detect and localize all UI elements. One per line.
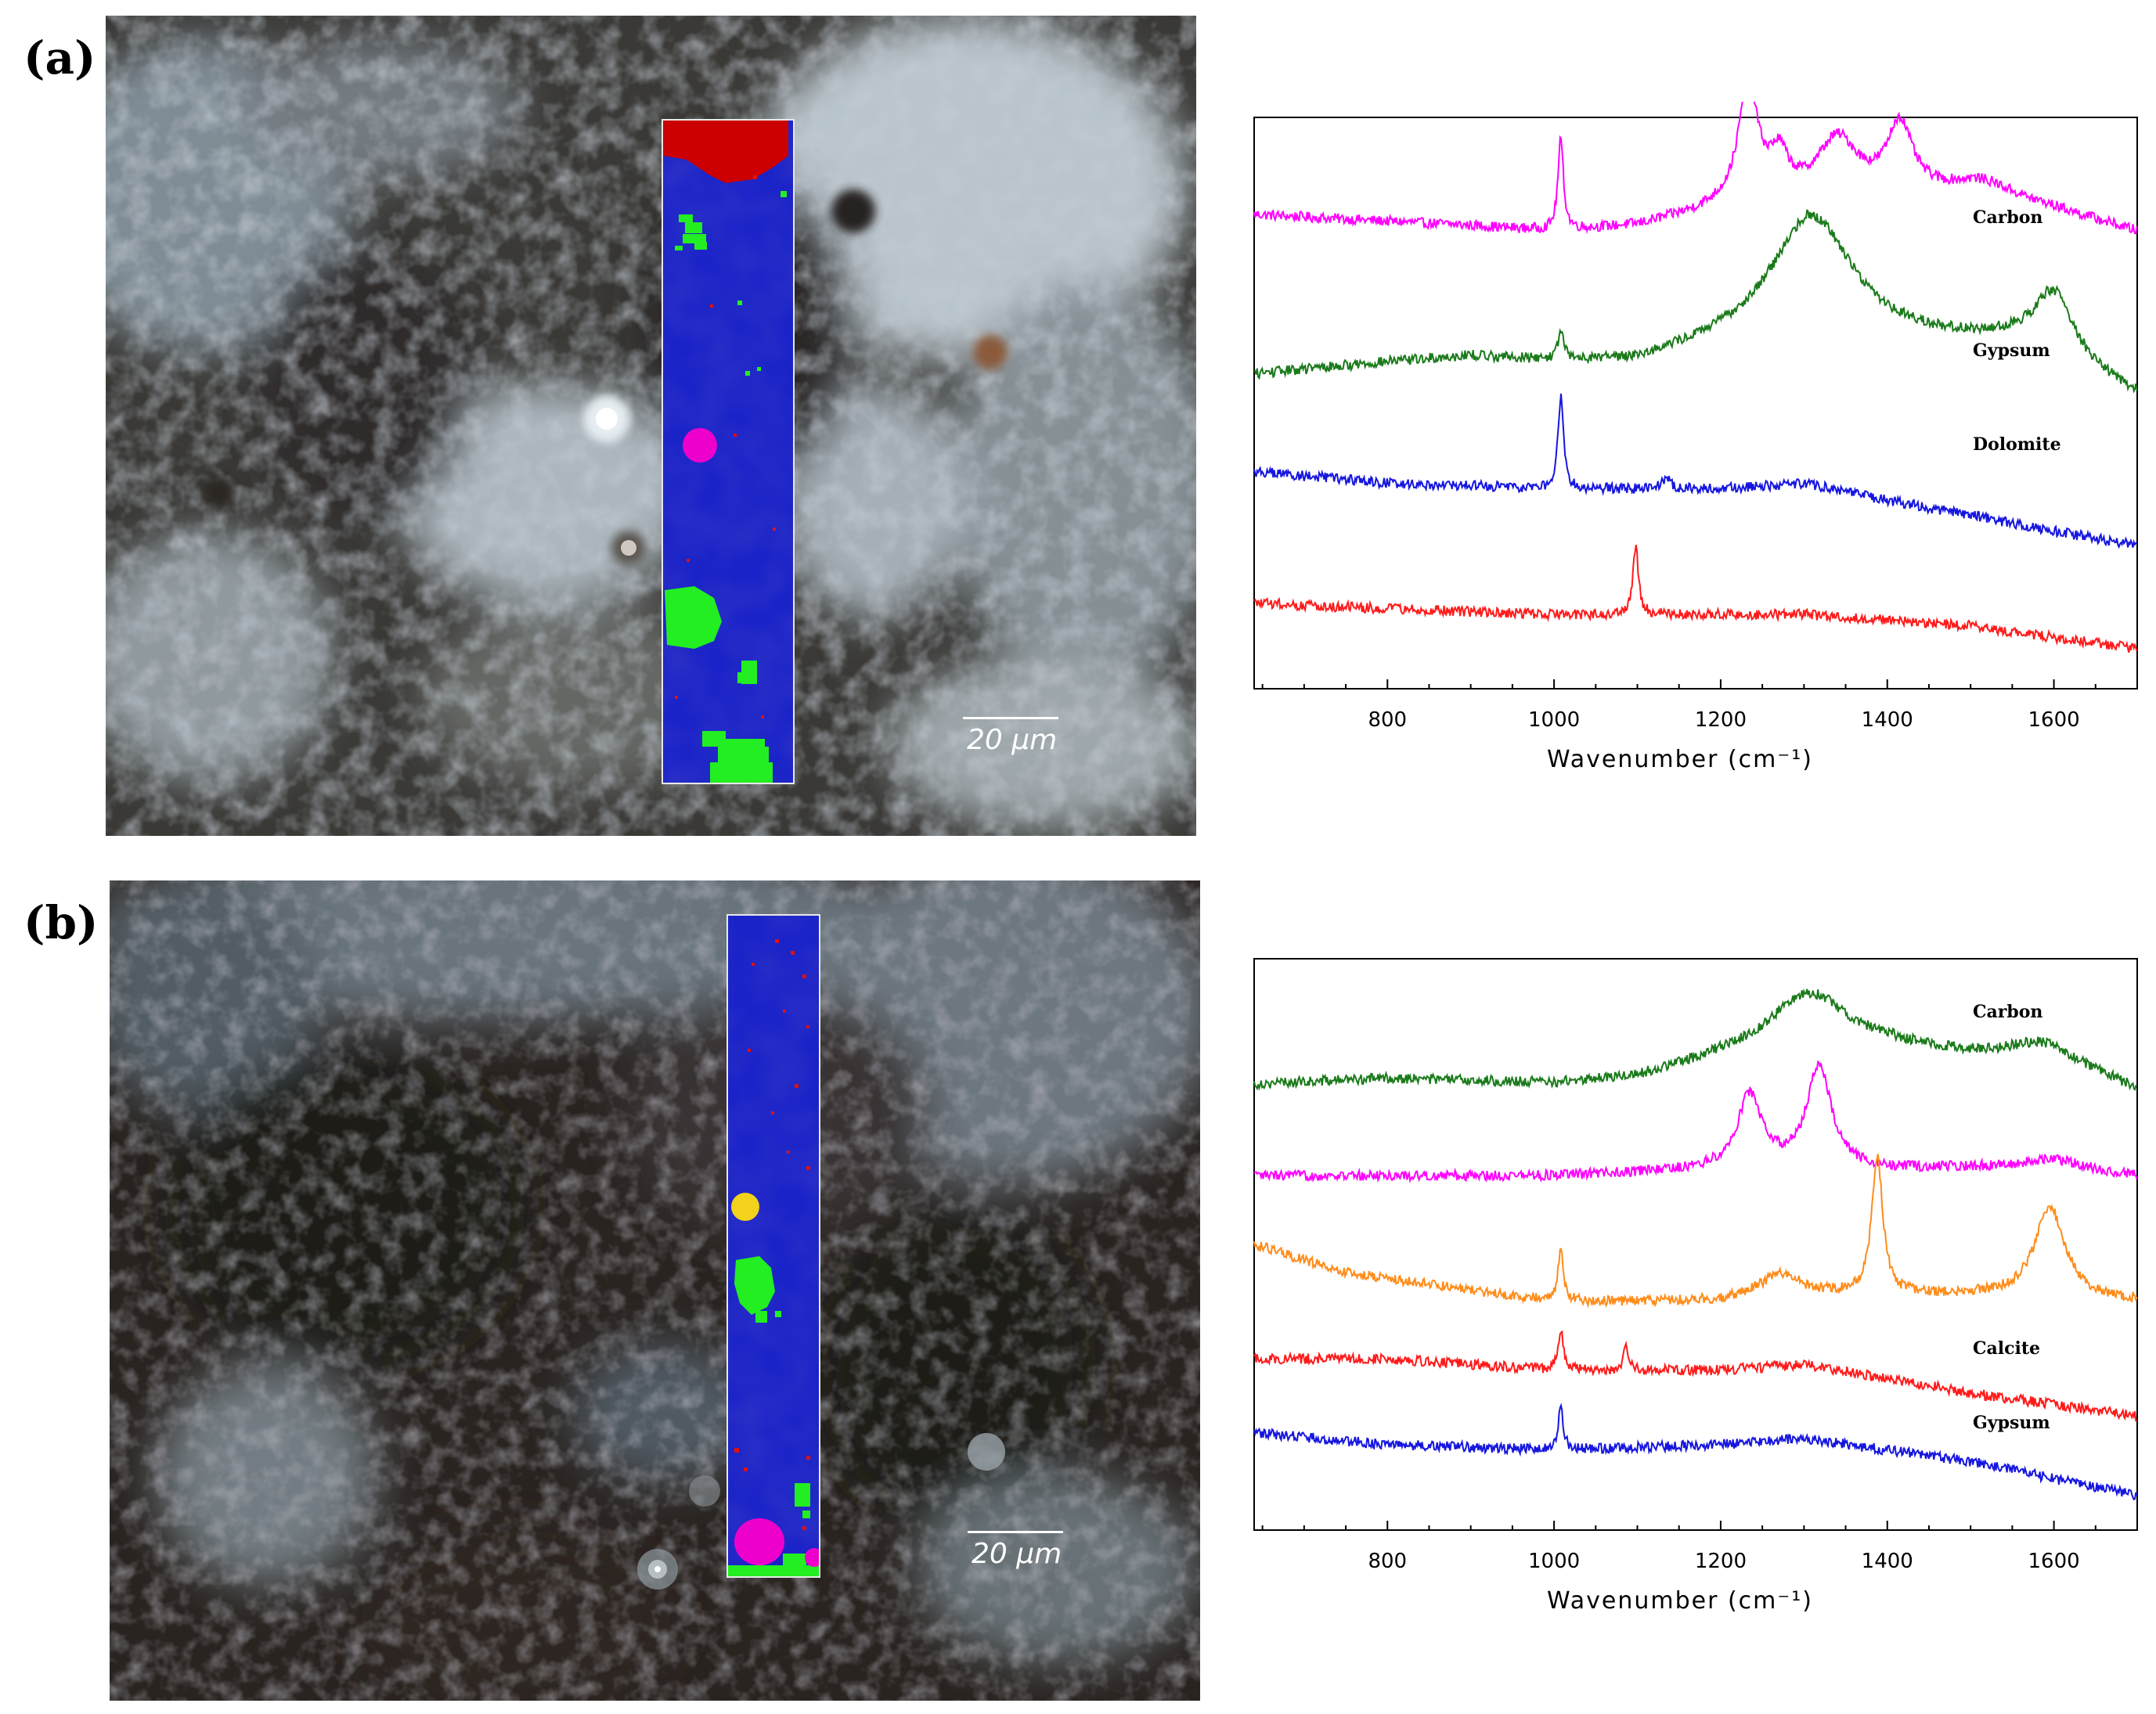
scale-bar-label-a: 20 μm	[967, 724, 1058, 756]
x-tick-label: 1200	[1695, 708, 1747, 732]
scale-bar-a	[963, 717, 1058, 719]
raman-map-b	[726, 914, 820, 1578]
series-label-dolomite: Dolomite	[1973, 434, 2061, 455]
x-tick-label: 1400	[1862, 1550, 1913, 1573]
x-tick-label: 800	[1368, 708, 1407, 732]
series-label-gypsum: Gypsum	[1973, 340, 2050, 361]
spectrum-line-series-2	[1253, 1154, 2138, 1309]
series-label-gypsum: Gypsum	[1973, 1413, 2050, 1433]
scale-bar-b	[968, 1531, 1063, 1533]
spectrum-line-series-0	[1253, 102, 2138, 235]
micrograph-a	[106, 16, 1196, 836]
raman-spectra-chart-a: 800 1000 1200 1400 1600 Wavenumber (cm⁻¹) Carb…	[1221, 102, 2141, 790]
raman-map-a	[662, 119, 795, 784]
series-label-calcite: Calcite	[1973, 1338, 2040, 1359]
x-tick-label: 800	[1368, 1550, 1407, 1573]
spectrum-line-calcite	[1253, 1330, 2137, 1422]
series-label-carbon: Carbon	[1973, 207, 2042, 228]
x-axis-label: Wavenumber (cm⁻¹)	[1547, 1587, 1813, 1615]
x-tick-label: 1600	[2028, 708, 2079, 732]
x-tick-label: 1000	[1528, 708, 1580, 732]
spectrum-line-carbon	[1253, 988, 2137, 1091]
spectrum-line-carbon	[1253, 209, 2138, 394]
x-tick-label: 1000	[1528, 1550, 1580, 1573]
scale-bar-label-b: 20 μm	[972, 1538, 1062, 1570]
spectrum-line-gypsum	[1253, 1403, 2138, 1501]
panel-label-a: (a)	[23, 31, 96, 85]
panel-label-b: (b)	[23, 896, 99, 949]
spectrum-line-dolomite	[1253, 544, 2138, 654]
plot-frame	[1253, 117, 2138, 690]
x-tick-label: 1200	[1695, 1550, 1747, 1573]
x-tick-label: 1400	[1862, 708, 1913, 732]
x-axis-label: Wavenumber (cm⁻¹)	[1547, 746, 1813, 773]
micrograph-b	[110, 880, 1200, 1701]
spectrum-line-gypsum	[1253, 393, 2137, 549]
spectrum-line-series-1	[1253, 1060, 2138, 1183]
series-label-carbon: Carbon	[1973, 1002, 2042, 1022]
raman-spectra-chart-b: 800 1000 1200 1400 1600 Wavenumber (cm⁻¹) Carb…	[1221, 943, 2141, 1632]
x-tick-label: 1600	[2028, 1550, 2079, 1573]
